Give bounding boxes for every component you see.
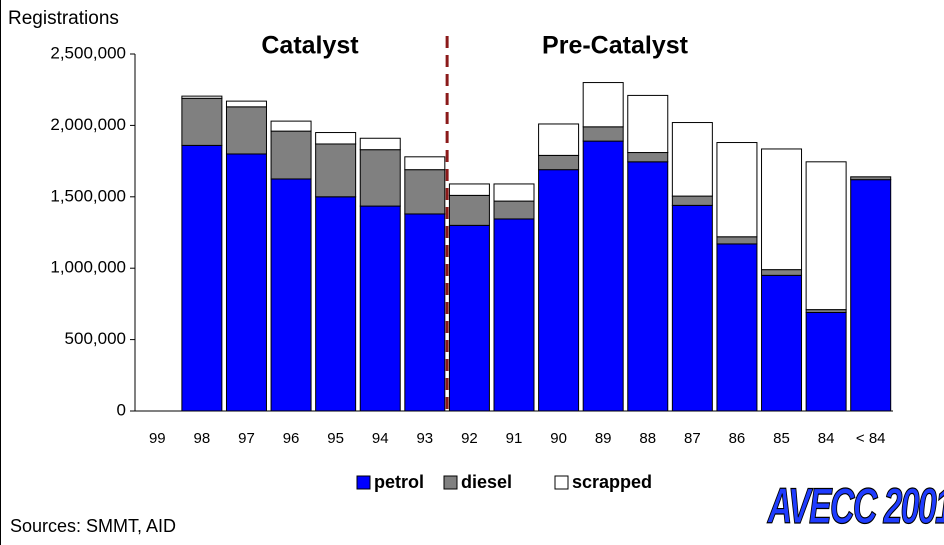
- bar-segment: [270, 130, 312, 180]
- bar-segment: [181, 144, 223, 412]
- x-tick-label: 84: [818, 430, 835, 447]
- bar-segment: [716, 142, 758, 238]
- bar-segment: [805, 161, 847, 311]
- bar-segment: [181, 95, 223, 99]
- x-tick-label: 94: [372, 430, 389, 447]
- y-tick-label: 0: [117, 400, 126, 419]
- bar-segment: [716, 236, 758, 245]
- bar-segment: [404, 213, 446, 412]
- x-tick-label: 97: [238, 430, 255, 447]
- bar-segment: [805, 311, 847, 412]
- bar-segment: [671, 122, 713, 197]
- annotation: Catalyst: [261, 32, 359, 60]
- legend-label: petrol: [374, 472, 424, 492]
- bar-segment: [448, 183, 490, 196]
- y-axis-label: Registrations: [8, 8, 119, 29]
- bar-segment: [493, 218, 535, 412]
- x-tick-label: 99: [149, 430, 166, 447]
- y-tick-label: 1,000,000: [50, 258, 126, 277]
- bar-segment: [582, 82, 624, 128]
- bar-segment: [761, 148, 803, 271]
- legend-swatch: [356, 475, 371, 490]
- y-tick-label: 1,500,000: [50, 186, 126, 205]
- x-tick-label: 86: [729, 430, 746, 447]
- bar-segment: [493, 200, 535, 220]
- bar-segment: [671, 204, 713, 412]
- source-note: Sources: SMMT, AID: [10, 516, 176, 536]
- bar-segment: [627, 152, 669, 163]
- y-tick-label: 2,500,000: [50, 43, 126, 62]
- bar-segment: [404, 156, 446, 171]
- x-tick-label: 96: [283, 430, 300, 447]
- x-tick-label: 95: [327, 430, 344, 447]
- bar-segment: [671, 195, 713, 206]
- legend-label: scrapped: [572, 472, 652, 492]
- bar-segment: [582, 126, 624, 142]
- legend-label: diesel: [461, 472, 512, 492]
- y-tick-label: 2,000,000: [50, 115, 126, 134]
- bar-segment: [850, 176, 892, 181]
- bar-segment: [359, 205, 401, 412]
- bar-segment: [225, 100, 267, 108]
- bar-segment: [181, 97, 223, 146]
- x-tick-label: 93: [416, 430, 433, 447]
- x-tick-label: 85: [773, 430, 790, 447]
- bar-segment: [315, 132, 357, 145]
- bar-segment: [761, 269, 803, 276]
- y-tick-label: 500,000: [65, 329, 126, 348]
- bar-segment: [582, 140, 624, 412]
- bar-segment: [225, 106, 267, 155]
- bar-segment: [627, 94, 669, 154]
- bar-segment: [359, 137, 401, 151]
- bar-segment: [270, 120, 312, 132]
- x-tick-label: 90: [550, 430, 567, 447]
- annotation: Pre-Catalyst: [542, 32, 689, 60]
- x-tick-label: < 84: [856, 430, 886, 447]
- bar-segment: [404, 169, 446, 215]
- bar-segment: [761, 274, 803, 412]
- legend-swatch: [554, 475, 569, 490]
- bar-segment: [627, 161, 669, 412]
- bar-segment: [850, 179, 892, 412]
- bar-segment: [538, 154, 580, 171]
- legend-swatch: [443, 475, 458, 490]
- bar-segment: [270, 178, 312, 412]
- bar-segment: [359, 149, 401, 207]
- x-tick-label: 87: [684, 430, 701, 447]
- x-tick-label: 88: [639, 430, 656, 447]
- bar-segment: [493, 183, 535, 202]
- bar-segment: [538, 169, 580, 412]
- x-tick-label: 91: [506, 430, 523, 447]
- bar-segment: [315, 143, 357, 198]
- bar-segment: [448, 224, 490, 412]
- bar-segment: [538, 123, 580, 156]
- bar-segment: [315, 196, 357, 412]
- x-tick-label: 89: [595, 430, 612, 447]
- x-tick-label: 92: [461, 430, 478, 447]
- bar-segment: [225, 153, 267, 412]
- bar-segment: [716, 243, 758, 412]
- bar-segment: [448, 194, 490, 226]
- logo: AVECC 2001: [767, 479, 944, 535]
- x-tick-label: 98: [194, 430, 211, 447]
